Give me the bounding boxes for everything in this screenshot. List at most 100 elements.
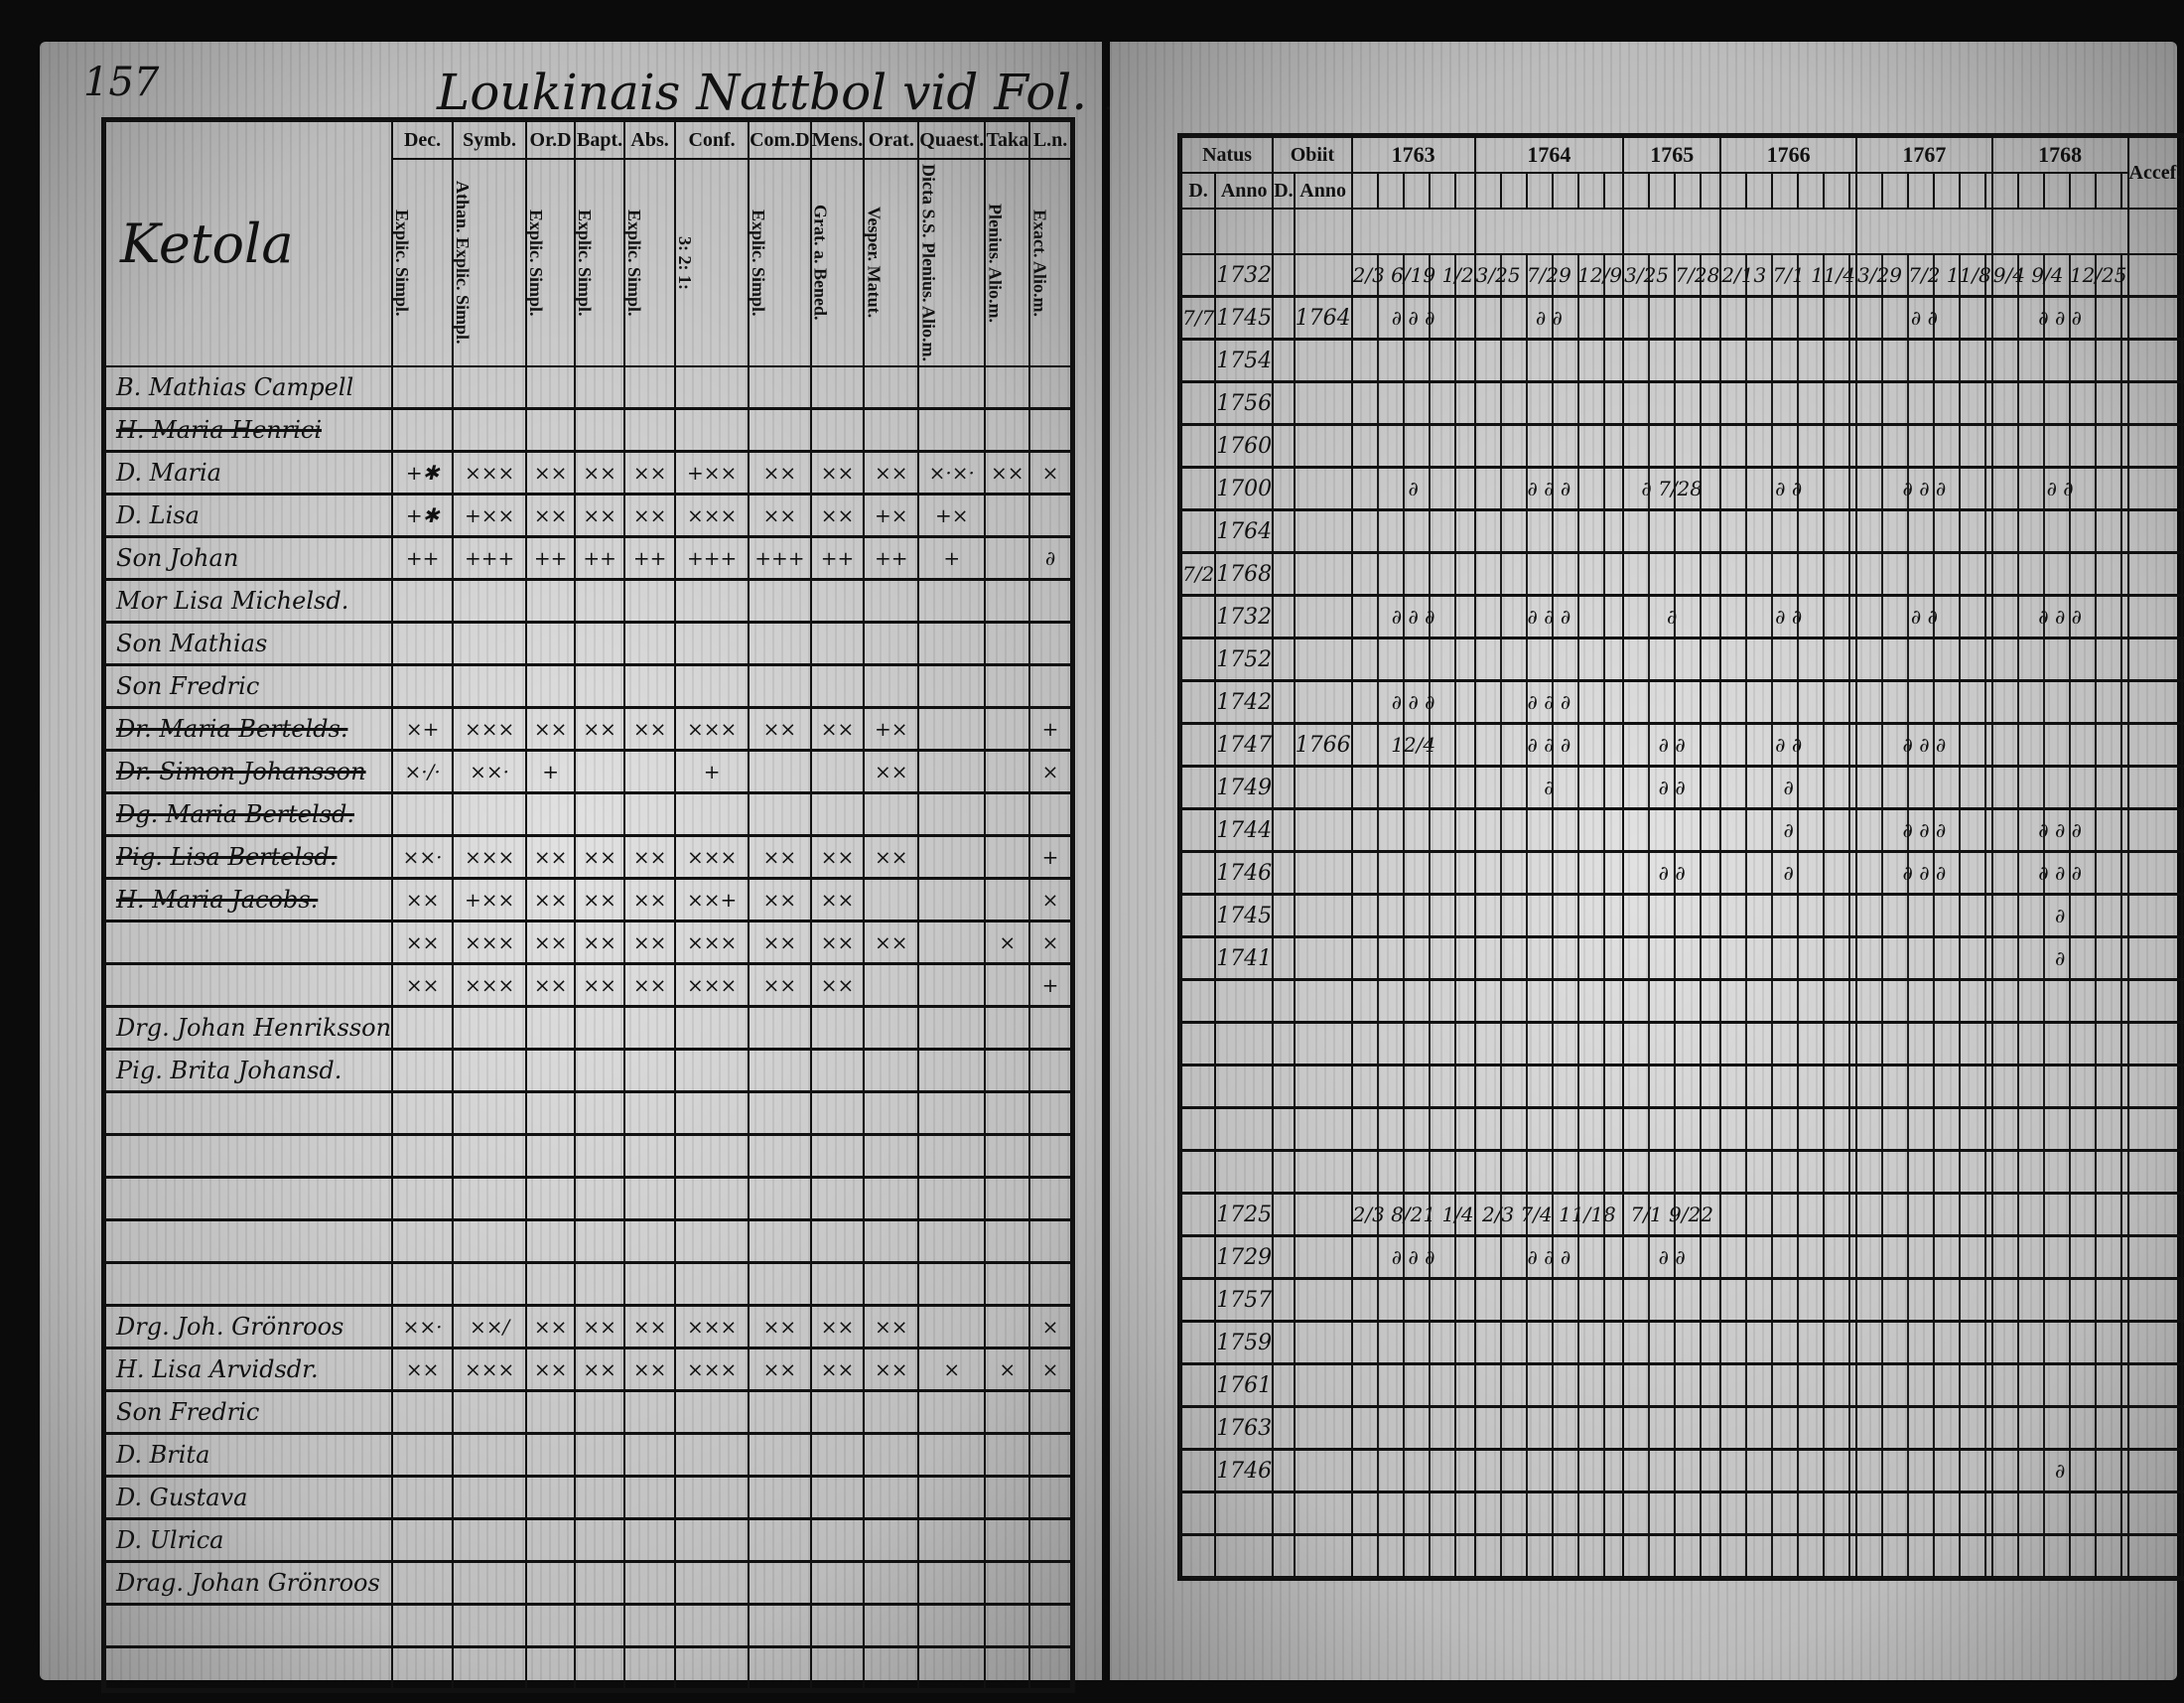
communion-mark xyxy=(1473,508,1625,554)
knowledge-mark: ×× xyxy=(863,920,920,966)
communion-mark xyxy=(1990,1234,2129,1280)
natus-year xyxy=(1214,1021,1275,1066)
knowledge-mark: +×× xyxy=(452,877,528,923)
natus-day xyxy=(1178,423,1217,469)
obiit-year xyxy=(1293,679,1353,725)
knowledge-mark: ×× xyxy=(391,920,455,966)
communion-mark xyxy=(1350,1106,1476,1152)
accessit-cell xyxy=(2126,1021,2184,1066)
natus-year: 1752 xyxy=(1214,637,1275,682)
obiit-year xyxy=(1293,978,1353,1024)
abiit-cell xyxy=(2181,1192,2184,1237)
table-row: 1744 ∂ ∂ ∂ ∂ ∂ ∂ ∂ xyxy=(1178,807,2184,853)
year-subheader xyxy=(1990,172,2129,210)
knowledge-mark: ××· xyxy=(391,834,455,881)
obiit-day xyxy=(1272,1320,1296,1365)
communion-mark: ∂ xyxy=(1990,935,2129,981)
accessit-cell xyxy=(2126,466,2184,511)
knowledge-mark xyxy=(984,535,1031,582)
knowledge-mark xyxy=(452,1603,528,1649)
knowledge-mark xyxy=(809,1048,866,1094)
knowledge-mark: + xyxy=(674,749,751,795)
communion-mark xyxy=(1473,1106,1625,1152)
knowledge-mark xyxy=(574,749,626,795)
communion-mark xyxy=(1622,508,1722,554)
table-row: D. Gustava xyxy=(102,1475,1074,1521)
natus-year: 1742 xyxy=(1214,679,1275,725)
table-row: Drag. Johan Grönroos xyxy=(102,1560,1074,1607)
knowledge-mark xyxy=(1028,1133,1074,1180)
communion-mark xyxy=(1719,1021,1858,1066)
abiit-cell xyxy=(2181,380,2184,426)
communion-mark xyxy=(1473,1533,1625,1580)
knowledge-mark xyxy=(391,621,455,667)
table-row: 1746 ∂ xyxy=(1178,1448,2184,1493)
empty-cell xyxy=(1272,208,1296,255)
knowledge-mark xyxy=(863,1517,920,1564)
abiit-cell xyxy=(2181,423,2184,469)
table-row: 1763 xyxy=(1178,1405,2184,1451)
table-row: ×× ××× ×× ×× ×× ××× ×× ×× + xyxy=(102,962,1074,1009)
knowledge-mark xyxy=(984,1517,1031,1564)
communion-mark xyxy=(1350,338,1476,383)
knowledge-mark: ×× xyxy=(809,920,866,966)
communion-mark xyxy=(1622,1362,1722,1408)
knowledge-mark xyxy=(623,365,677,411)
knowledge-mark xyxy=(391,1475,455,1521)
communion-mark xyxy=(1719,1490,1858,1536)
column-subheader-text: Explic. Simpl. xyxy=(624,209,645,317)
knowledge-mark xyxy=(574,1090,626,1137)
communion-mark xyxy=(1473,1064,1625,1109)
communion-mark xyxy=(1473,1149,1625,1195)
knowledge-mark: + xyxy=(1028,834,1074,881)
column-header: L.n. xyxy=(1028,118,1074,160)
knowledge-mark xyxy=(863,365,920,411)
communion-mark xyxy=(1350,637,1476,682)
knowledge-mark xyxy=(525,1432,577,1479)
communion-mark xyxy=(1622,551,1722,597)
natus-day xyxy=(1178,1064,1217,1109)
communion-mark: ∂ xyxy=(1719,765,1858,810)
knowledge-mark xyxy=(748,791,812,838)
knowledge-mark xyxy=(623,1475,677,1521)
accessit-cell xyxy=(2126,1234,2184,1280)
knowledge-mark xyxy=(917,1005,987,1052)
column-header: Or.D xyxy=(525,118,577,160)
communion-mark xyxy=(1350,380,1476,426)
person-name: D. Maria xyxy=(102,450,394,497)
natus-year: 1747 xyxy=(1214,722,1275,768)
knowledge-mark xyxy=(917,749,987,795)
communion-mark xyxy=(1990,978,2129,1024)
obiit-day xyxy=(1272,466,1296,511)
person-name: D. Lisa xyxy=(102,493,394,539)
knowledge-mark: +++ xyxy=(452,535,528,582)
knowledge-mark xyxy=(1028,1517,1074,1564)
communion-mark xyxy=(1622,1149,1722,1195)
natus-year: 1760 xyxy=(1214,423,1275,469)
communion-mark: ∂ xyxy=(1719,850,1858,896)
communion-mark xyxy=(1990,1277,2129,1323)
natus-day xyxy=(1178,1490,1217,1536)
knowledge-mark xyxy=(391,1389,455,1436)
communion-mark xyxy=(1622,338,1722,383)
knowledge-mark xyxy=(863,1560,920,1607)
communion-mark xyxy=(1473,1320,1625,1365)
knowledge-mark xyxy=(525,1048,577,1094)
communion-mark xyxy=(1719,893,1858,938)
accessit-cell xyxy=(2126,594,2184,639)
knowledge-mark: ×× xyxy=(525,450,577,497)
communion-mark xyxy=(1990,1021,2129,1066)
table-row xyxy=(102,1645,1074,1693)
communion-mark xyxy=(1473,978,1625,1024)
accessit-cell xyxy=(2126,380,2184,426)
communion-mark xyxy=(1719,338,1858,383)
knowledge-mark xyxy=(525,578,577,625)
knowledge-mark xyxy=(917,1517,987,1564)
communion-mark xyxy=(1719,637,1858,682)
communion-mark xyxy=(1855,1234,1993,1280)
knowledge-mark: ××× xyxy=(674,1304,751,1350)
knowledge-mark: ×× xyxy=(525,834,577,881)
obiit-day xyxy=(1272,253,1296,298)
knowledge-mark: ×× xyxy=(623,1347,677,1393)
communion-mark xyxy=(1990,765,2129,810)
